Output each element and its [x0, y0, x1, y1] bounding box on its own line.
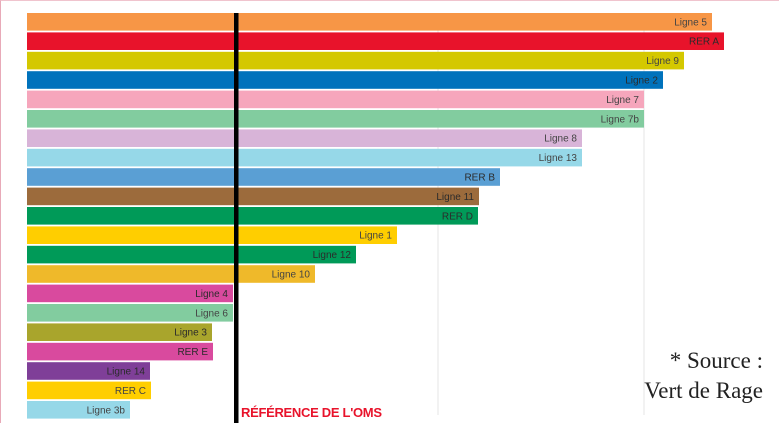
bar-label-ligne-6: Ligne 6 [195, 308, 228, 319]
reference-line [234, 13, 239, 423]
bar-ligne-11 [27, 187, 479, 206]
bar-ligne-7b [27, 110, 644, 128]
bar-rer-c [27, 381, 151, 400]
bar-ligne-2 [27, 71, 663, 89]
bar-label-ligne-3b: Ligne 3b [87, 405, 126, 416]
bar-label-ligne-5: Ligne 5 [674, 17, 707, 28]
bar-label-ligne-4: Ligne 4 [195, 289, 228, 300]
bar-label-ligne-7: Ligne 7 [606, 95, 639, 106]
bar-ligne-1 [27, 226, 397, 244]
bar-label-rer-e: RER E [177, 347, 208, 358]
bar-rer-b [27, 168, 500, 186]
bar-rer-a [27, 32, 724, 50]
bar-ligne-3 [27, 323, 212, 341]
bar-ligne-5 [27, 13, 712, 31]
source-label: * Source : [669, 348, 763, 373]
bar-label-ligne-3: Ligne 3 [174, 328, 207, 339]
reference-label: RÉFÉRENCE DE L'OMS [241, 405, 382, 420]
bar-ligne-13 [27, 148, 582, 167]
bar-label-ligne-10: Ligne 10 [272, 270, 311, 281]
bar-label-ligne-13: Ligne 13 [539, 153, 578, 164]
bar-rer-d [27, 207, 478, 225]
bar-label-ligne-1: Ligne 1 [359, 231, 392, 242]
bar-ligne-6 [27, 304, 233, 322]
bar-label-ligne-2: Ligne 2 [625, 76, 658, 87]
source-name: Vert de Rage [644, 378, 763, 403]
bar-label-ligne-8: Ligne 8 [544, 134, 577, 145]
bar-rer-e [27, 342, 213, 361]
bar-label-rer-c: RER C [115, 386, 146, 397]
bar-ligne-3b [27, 401, 130, 419]
bar-label-ligne-11: Ligne 11 [436, 192, 474, 203]
bar-ligne-8 [27, 129, 582, 147]
bar-label-rer-b: RER B [464, 173, 495, 184]
source-note: * Source : Vert de Rage [644, 346, 763, 406]
bar-ligne-14 [27, 362, 150, 380]
bar-label-ligne-12: Ligne 12 [313, 250, 352, 261]
bar-label-ligne-7b: Ligne 7b [601, 114, 640, 125]
bar-label-rer-a: RER A [689, 37, 719, 48]
bar-ligne-4 [27, 284, 233, 303]
bar-label-rer-d: RER D [442, 211, 473, 222]
bar-ligne-10 [27, 265, 315, 283]
bar-label-ligne-9: Ligne 9 [646, 56, 679, 67]
bar-ligne-7 [27, 90, 644, 109]
bar-ligne-12 [27, 245, 356, 264]
bar-label-ligne-14: Ligne 14 [107, 367, 146, 378]
bar-ligne-9 [27, 51, 684, 70]
